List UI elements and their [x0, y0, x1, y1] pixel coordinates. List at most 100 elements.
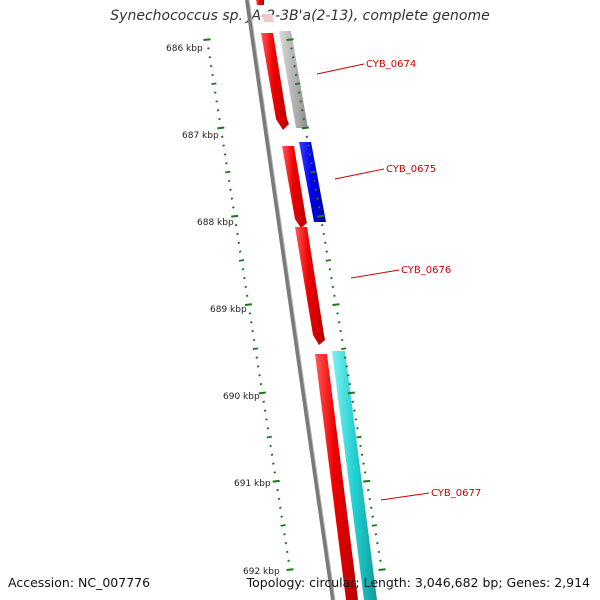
tick-right: [359, 444, 362, 448]
gene-label-cyb-0674: CYB_0674: [366, 59, 416, 70]
tick-right: [347, 391, 355, 395]
tick-right: [286, 38, 294, 41]
tick-label: 686 kbp: [166, 44, 203, 54]
tick-left: [227, 179, 231, 183]
tick-left: [280, 524, 286, 527]
tick-right: [336, 312, 339, 315]
tick-left: [269, 444, 272, 448]
tick-left: [217, 126, 225, 130]
tick-right: [378, 568, 386, 571]
tick-left: [245, 294, 249, 298]
tick-right: [343, 356, 347, 359]
tick-right: [366, 488, 370, 492]
tick-right: [302, 117, 306, 121]
tick-left: [218, 117, 221, 121]
tick-right: [371, 524, 377, 527]
tick-right: [356, 435, 362, 439]
tick-right: [301, 126, 309, 130]
tick-right: [339, 329, 342, 333]
tick-right: [368, 497, 372, 501]
tick-left: [278, 506, 282, 510]
tick-left: [209, 64, 213, 68]
tick-right: [360, 453, 364, 457]
gene-block-cyb-0677: [332, 351, 377, 600]
tick-right: [340, 338, 344, 342]
tick-right: [379, 559, 382, 563]
tick-label: 688 kbp: [197, 218, 234, 228]
gene-block-cyb-0675: [299, 142, 326, 222]
tick-right: [305, 135, 309, 139]
tick-left: [283, 533, 286, 536]
gene-leader-line: [380, 492, 430, 501]
tick-right: [291, 56, 295, 59]
cds-arrow-1: [256, 0, 264, 5]
tick-right: [377, 550, 381, 554]
tick-right: [362, 462, 365, 465]
tick-left: [272, 462, 275, 465]
tick-left: [238, 250, 242, 253]
tick-right: [351, 400, 355, 404]
tick-right: [341, 347, 347, 351]
tick-left: [265, 418, 268, 421]
tick-right: [363, 479, 371, 483]
tick-right: [293, 64, 296, 68]
tick-left: [207, 47, 210, 50]
tick-left: [223, 153, 227, 156]
tick-right: [310, 162, 313, 165]
tick-left: [230, 197, 234, 200]
tick-right: [348, 382, 352, 386]
tick-right: [323, 241, 327, 245]
tick-left: [277, 497, 281, 501]
tick-label: 692 kbp: [243, 567, 280, 577]
tick-left: [252, 347, 259, 351]
tick-label: 687 kbp: [182, 131, 219, 141]
tick-left: [248, 312, 252, 315]
tick-left: [251, 329, 254, 333]
gene-leader-line: [350, 269, 400, 279]
tick-left: [276, 488, 279, 492]
tick-right: [325, 259, 331, 262]
tick-left: [225, 170, 231, 174]
tick-label: 690 kbp: [223, 392, 260, 402]
tick-right: [363, 471, 367, 474]
genome-summary-text: Topology: circular; Length: 3,046,682 bp…: [246, 575, 590, 590]
cds-arrow-4: [295, 227, 325, 345]
tick-left: [287, 559, 290, 563]
gene-leader-line: [316, 63, 365, 75]
tick-left: [258, 374, 261, 377]
tick-right: [314, 188, 318, 192]
gene-label-cyb-0677: CYB_0677: [431, 488, 481, 499]
tick-left: [241, 268, 245, 271]
tick-left: [258, 391, 266, 395]
tick-left: [237, 241, 241, 245]
gene-label-cyb-0676: CYB_0676: [401, 265, 451, 276]
tick-right: [331, 285, 335, 289]
tick-label: 689 kbp: [210, 305, 247, 315]
tick-right: [320, 223, 324, 227]
tick-left: [272, 479, 280, 483]
tick-left: [234, 223, 238, 227]
tick-left: [270, 453, 274, 457]
tick-right: [330, 276, 333, 280]
tick-left: [280, 515, 284, 518]
tick-left: [256, 365, 260, 368]
tick-right: [316, 197, 319, 200]
tick-left: [216, 109, 220, 112]
tick-left: [231, 206, 235, 209]
tick-left: [231, 214, 239, 218]
tick-right: [290, 47, 293, 50]
tick-left: [208, 56, 212, 59]
gene-label-cyb-0675: CYB_0675: [386, 164, 436, 175]
map-title: Synechococcus sp. JA-2-3B'a(2-13), compl…: [110, 8, 490, 24]
cds-arrow-3: [282, 146, 307, 228]
tick-label: 691 kbp: [234, 479, 271, 489]
tick-left: [222, 144, 225, 147]
tick-right: [328, 268, 332, 271]
tick-right: [369, 506, 373, 510]
tick-right: [346, 374, 350, 377]
tick-right: [353, 409, 356, 412]
tick-left: [286, 568, 294, 571]
tick-right: [310, 170, 316, 174]
